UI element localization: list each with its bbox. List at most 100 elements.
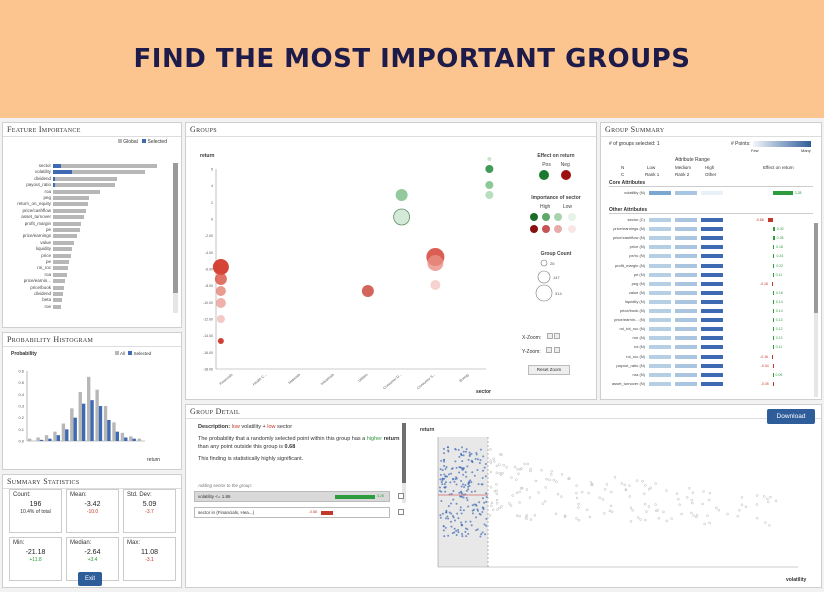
attribute-row[interactable]: liquidity (N) 0.14 [605,299,815,305]
stat-box: Max: 11.08 -3.1 [123,537,176,581]
feature-row[interactable]: sector [3,163,171,169]
group-point [466,528,469,531]
many-label: Many [801,148,811,153]
feature-row[interactable]: beta [3,297,171,303]
attribute-label: price/cashflow (N) [612,235,645,241]
feature-row[interactable]: roa [3,272,171,278]
feature-row[interactable]: payout_ratio [3,182,171,188]
other-point [688,487,691,490]
attribute-row[interactable]: asset_turnover (N) -0.05 [605,381,815,387]
attribute-row[interactable]: roi_tot_roc (N) 0.12 [605,326,815,332]
attribute-range-cell [675,318,697,323]
fi-scroll-thumb[interactable] [173,163,178,293]
feature-row[interactable]: asset_turnover [3,214,171,220]
feature-row[interactable]: price [3,253,171,259]
other-point [717,508,721,512]
condition-value: 3.28 [377,494,384,498]
feature-row[interactable]: price/earnin... [3,278,171,284]
detail-scroll-thumb[interactable] [402,423,406,483]
attribute-row[interactable]: roi (N) 0.11 [605,344,815,350]
attribute-row[interactable]: price/book (N) 0.14 [605,308,815,314]
group-point [440,481,443,484]
effect-value: 0.32 [776,227,784,232]
group-point [444,475,447,478]
feature-row[interactable]: dividend [3,291,171,297]
group-point [469,520,472,523]
condition-checkbox[interactable] [398,509,404,515]
group-point [450,512,453,515]
feature-row[interactable]: price/book [3,285,171,291]
condition-row[interactable]: volatility <= 1.86 3.28 [194,491,390,502]
condition-checkbox[interactable] [398,493,404,499]
scatter-chart[interactable]: return volatility [416,417,816,587]
feature-row[interactable]: liquidity [3,246,171,252]
effect-value: -0.18 [759,281,768,286]
other-point [590,483,593,487]
gs-scrollbar[interactable] [814,223,818,397]
importance-swatches [530,213,576,233]
feature-row[interactable]: peg [3,195,171,201]
desc-attr-1: volatility [241,424,261,430]
other-point [774,499,778,503]
attribute-row[interactable]: price/earnings (N) 0.32 [605,226,815,232]
attribute-row[interactable]: value (N) 0.16 [605,290,815,296]
feature-row[interactable]: roi_roc [3,265,171,271]
other-point [678,503,681,506]
group-point [460,485,463,488]
other-point [549,473,553,476]
attribute-row[interactable]: roa (N) 0.09 [605,372,815,378]
attribute-range-cell [649,281,671,286]
other-point [610,510,614,514]
feature-row[interactable]: pe [3,259,171,265]
download-button[interactable]: Download [767,409,815,424]
condition-row[interactable]: sector in {Financials, Hea...} -0.88 [194,507,390,518]
feature-row[interactable]: roa [3,189,171,195]
detail-scrollbar[interactable] [402,423,406,503]
group-point [450,525,453,528]
importance-title: Importance of sector [531,195,581,201]
x-zoom-out-button[interactable] [553,333,560,339]
feature-row[interactable]: value [3,240,171,246]
attribute-row[interactable]: pe/ro (N) 0.24 [605,253,815,259]
other-point [603,488,607,491]
attribute-row[interactable]: roi_roc (N) -0.16 [605,354,815,360]
prob-value: 0.68 [284,444,296,450]
gs-scroll-thumb[interactable] [814,223,818,313]
other-point [656,509,660,512]
feature-list[interactable]: sector volatility dividend payout_ratio roa p… [3,163,173,313]
exit-button[interactable]: Exit [78,572,102,586]
attribute-row[interactable]: profit_margin (N) 0.22 [605,263,815,269]
attribute-row[interactable]: roe (N) 0.12 [605,335,815,341]
y-zoom-in-button[interactable] [546,347,553,353]
feature-row[interactable]: pe [3,227,171,233]
attribute-row[interactable]: sector (C) -0.88 [605,217,815,223]
feature-row[interactable]: price/earnings [3,233,171,239]
attribute-row[interactable]: price/cashflow (N) 0.28 [605,235,815,241]
x-zoom-in-button[interactable] [546,333,553,339]
feature-row[interactable]: volatility [3,169,171,175]
group-point [450,472,453,475]
feature-row[interactable]: return_on_equity [3,201,171,207]
groups-chart[interactable]: return 5 4 2 0 -2.00 -4.00 -6.00 -8.00 -10.00 -12.… [186,139,506,399]
feature-row[interactable]: dividend [3,176,171,182]
attribute-row[interactable]: payout_ratio (N) -0.04 [605,363,815,369]
group-point [443,535,446,538]
y-zoom-out-button[interactable] [553,347,560,353]
attribute-label: value (N) [628,289,645,295]
other-point [541,502,545,505]
attribute-row[interactable]: price/earnin... (N) 0.13 [605,317,815,323]
group-point [474,490,477,493]
attribute-row[interactable]: peg (N) -0.18 [605,281,815,287]
other-point [635,479,639,482]
feature-row[interactable]: profit_margin [3,221,171,227]
attribute-row[interactable]: pe (N) 0.11 [605,272,815,278]
fi-scrollbar[interactable] [173,163,178,313]
feature-row[interactable]: price/cashflow [3,208,171,214]
other-point [552,478,556,482]
group-point [476,528,479,531]
attribute-row[interactable]: volatility (N) 3.28 [605,190,815,196]
reset-zoom-button[interactable]: Reset Zoom [528,365,570,375]
y-zoom-label: Y-Zoom: [522,349,541,355]
attribute-row[interactable]: price (N) 0.18 [605,244,815,250]
feature-row[interactable]: roe [3,304,171,310]
